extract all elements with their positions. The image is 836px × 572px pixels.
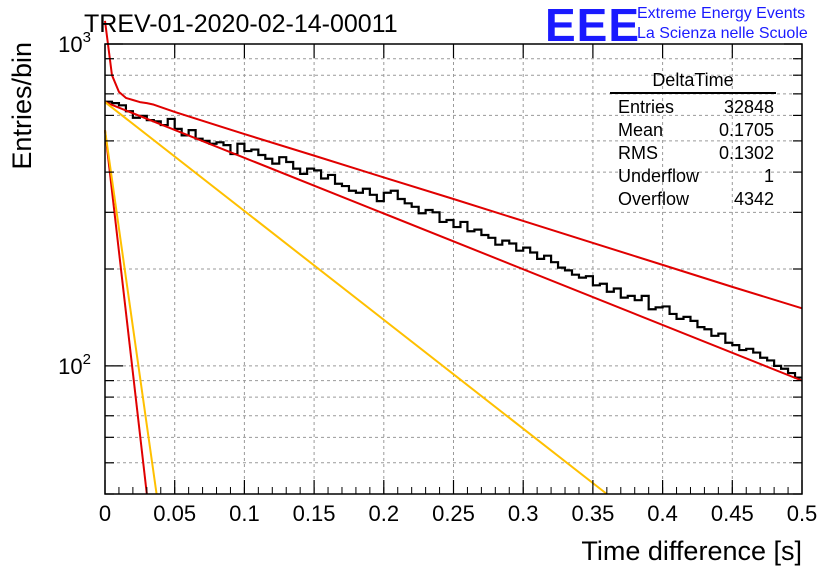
grid-lines: [105, 43, 802, 495]
stats-label: Mean: [618, 120, 664, 140]
stats-value: 0.1705: [718, 120, 774, 140]
fit-total-line: [104, 20, 803, 310]
stats-row-mean: Mean 0.1705: [610, 119, 776, 142]
y-axis-label: Entries/bin: [7, 42, 37, 170]
stats-row-overflow: Overflow 4342: [610, 188, 776, 211]
y-tick-label: 102: [58, 351, 91, 379]
x-tick-label: 0.4: [647, 501, 678, 526]
stats-row-underflow: Underflow 1: [610, 165, 776, 188]
stats-box: DeltaTime Entries 32848 Mean 0.1705 RMS …: [610, 70, 776, 211]
stats-label: Entries: [618, 97, 675, 117]
x-tick-label: 0.45: [711, 501, 754, 526]
stats-row-rms: RMS 0.1302: [610, 142, 776, 165]
plot-frame: [104, 43, 803, 495]
x-tick-label: 0.2: [369, 501, 400, 526]
eee-logo-line1: Extreme Energy Events: [637, 5, 806, 22]
stats-value: 32848: [723, 97, 774, 117]
x-tick-label: 0.05: [153, 501, 196, 526]
x-tick-label: 0.1: [229, 501, 260, 526]
eee-logo-line2: La Scienza nelle Scuole: [637, 25, 808, 42]
x-axis-label: Time difference [s]: [581, 536, 802, 566]
plot-series: [104, 20, 803, 495]
x-tick-label: 0.5: [787, 501, 818, 526]
component-slow-line: [104, 101, 608, 495]
y-tick-label: 103: [58, 29, 91, 57]
x-tick-label: 0.15: [293, 501, 336, 526]
histogram-series: [105, 100, 802, 379]
stats-title: DeltaTime: [610, 70, 776, 94]
plot-axes: 0 0.05 0.1 0.15 0.2 0.25 0.3 0.35 0.4 0.45 0.5 102 1…: [58, 29, 817, 526]
x-tick-label: 0: [99, 501, 111, 526]
plot-title: TREV-01-2020-02-14-00011: [84, 10, 398, 38]
stats-row-entries: Entries 32848: [610, 96, 776, 119]
stats-label: Underflow: [618, 166, 700, 186]
fit-fast-line: [104, 130, 148, 495]
fit-slow-line: [104, 101, 803, 382]
x-tick-label: 0.3: [508, 501, 539, 526]
x-tick-label: 0.25: [432, 501, 475, 526]
x-tick-label: 0.35: [571, 501, 614, 526]
component-fast-line: [104, 130, 158, 495]
stats-value: 1: [763, 166, 774, 186]
stats-label: RMS: [618, 143, 658, 163]
eee-logo-mark: EEE: [545, 0, 641, 51]
stats-value: 0.1302: [718, 143, 774, 163]
stats-label: Overflow: [618, 189, 690, 209]
stats-value: 4342: [733, 189, 774, 209]
